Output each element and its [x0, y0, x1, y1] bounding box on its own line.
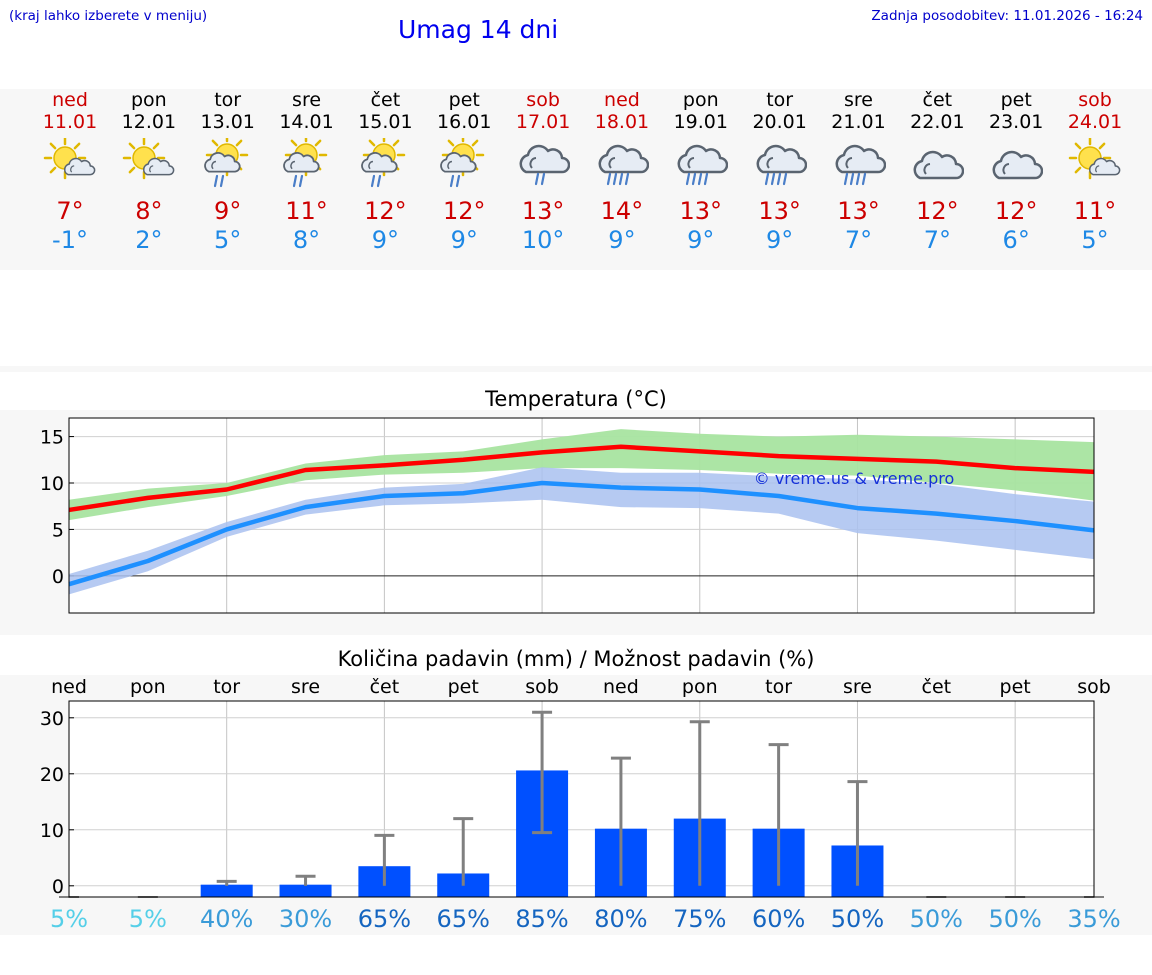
max-temperature: 8°	[135, 197, 163, 225]
sun-cloud-icon	[1068, 136, 1122, 192]
sun-cloud-rain-icon	[437, 133, 491, 192]
min-temperature: 8°	[292, 226, 321, 254]
temperature-chart-title: Temperatura (°C)	[485, 387, 667, 411]
max-temperature: 9°	[214, 197, 242, 225]
day-date: 24.01	[1067, 111, 1123, 133]
day-date: 23.01	[988, 111, 1044, 133]
max-temperature: 11°	[285, 197, 328, 225]
day-date: 14.01	[279, 111, 334, 133]
max-temperature: 13°	[679, 197, 723, 225]
cloud-icon	[910, 138, 965, 192]
day-name: tor	[214, 89, 242, 111]
sun-cloud-rain-icon	[280, 133, 334, 192]
day-date: 13.01	[200, 111, 255, 133]
min-temperature: 9°	[608, 226, 636, 254]
day-name: pon	[682, 89, 719, 111]
day-name: pon	[130, 89, 167, 111]
max-temperature: 7°	[56, 197, 84, 225]
day-date: 21.01	[831, 111, 886, 133]
min-temperature: 5°	[214, 226, 242, 254]
cloud-icon	[989, 138, 1044, 192]
precip-chart-title: Količina padavin (mm) / Možnost padavin …	[337, 647, 815, 671]
min-temperature: 7°	[923, 226, 951, 254]
forecast-band	[0, 89, 1152, 270]
max-temperature: 13°	[521, 197, 565, 225]
min-temperature: -1°	[52, 226, 88, 254]
max-temperature: 12°	[994, 197, 1038, 225]
min-temperature: 9°	[687, 226, 715, 254]
page-title: Umag 14 dni	[398, 15, 559, 44]
cloud-heavy-rain-icon	[753, 138, 807, 192]
sun-cloud-rain-icon	[201, 133, 255, 192]
min-temperature: 9°	[450, 226, 478, 254]
day-name: pet	[448, 89, 480, 111]
day-name: tor	[766, 89, 794, 111]
day-name: ned	[604, 89, 640, 111]
day-date: 19.01	[673, 111, 728, 133]
min-temperature: 10°	[521, 226, 565, 254]
max-temperature: 12°	[364, 197, 407, 225]
temperature-band	[0, 410, 1152, 635]
min-temperature: 9°	[766, 226, 794, 254]
day-date: 17.01	[515, 111, 571, 133]
cloud-heavy-rain-icon	[832, 138, 886, 192]
day-date: 16.01	[437, 111, 492, 133]
min-temperature: 6°	[1002, 226, 1030, 254]
precip-band	[0, 675, 1152, 935]
max-temperature: 14°	[600, 197, 644, 225]
day-name: sre	[844, 89, 873, 111]
sun-cloud-icon	[122, 136, 176, 192]
day-name: sob	[1078, 89, 1112, 111]
location-menu-note[interactable]: (kraj lahko izberete v meniju)	[9, 8, 208, 24]
day-date: 18.01	[594, 111, 650, 133]
cloud-rain-icon	[516, 138, 571, 192]
max-temperature: 11°	[1073, 197, 1117, 225]
day-date: 15.01	[358, 111, 413, 133]
day-date: 11.01	[42, 111, 98, 133]
day-date: 12.01	[121, 111, 177, 133]
day-name: sre	[292, 89, 322, 111]
min-temperature: 2°	[135, 226, 163, 254]
day-name: sob	[526, 89, 560, 111]
day-name: pet	[1000, 89, 1032, 111]
divider-band	[0, 366, 1152, 372]
last-updated: Zadnja posodobitev: 11.01.2026 - 16:24	[871, 8, 1143, 24]
sun-cloud-icon	[43, 136, 97, 192]
cloud-heavy-rain-icon	[595, 138, 650, 192]
day-date: 22.01	[910, 111, 965, 133]
min-temperature: 9°	[371, 226, 400, 254]
day-name: ned	[52, 89, 88, 111]
day-name: čet	[922, 89, 953, 111]
min-temperature: 7°	[844, 226, 873, 254]
day-date: 20.01	[752, 111, 807, 133]
max-temperature: 13°	[837, 197, 880, 225]
sun-cloud-rain-icon	[358, 133, 412, 192]
cloud-heavy-rain-icon	[674, 138, 729, 192]
day-name: čet	[370, 89, 401, 111]
min-temperature: 5°	[1081, 226, 1109, 254]
max-temperature: 12°	[442, 197, 486, 225]
max-temperature: 12°	[916, 197, 959, 225]
max-temperature: 13°	[758, 197, 801, 225]
